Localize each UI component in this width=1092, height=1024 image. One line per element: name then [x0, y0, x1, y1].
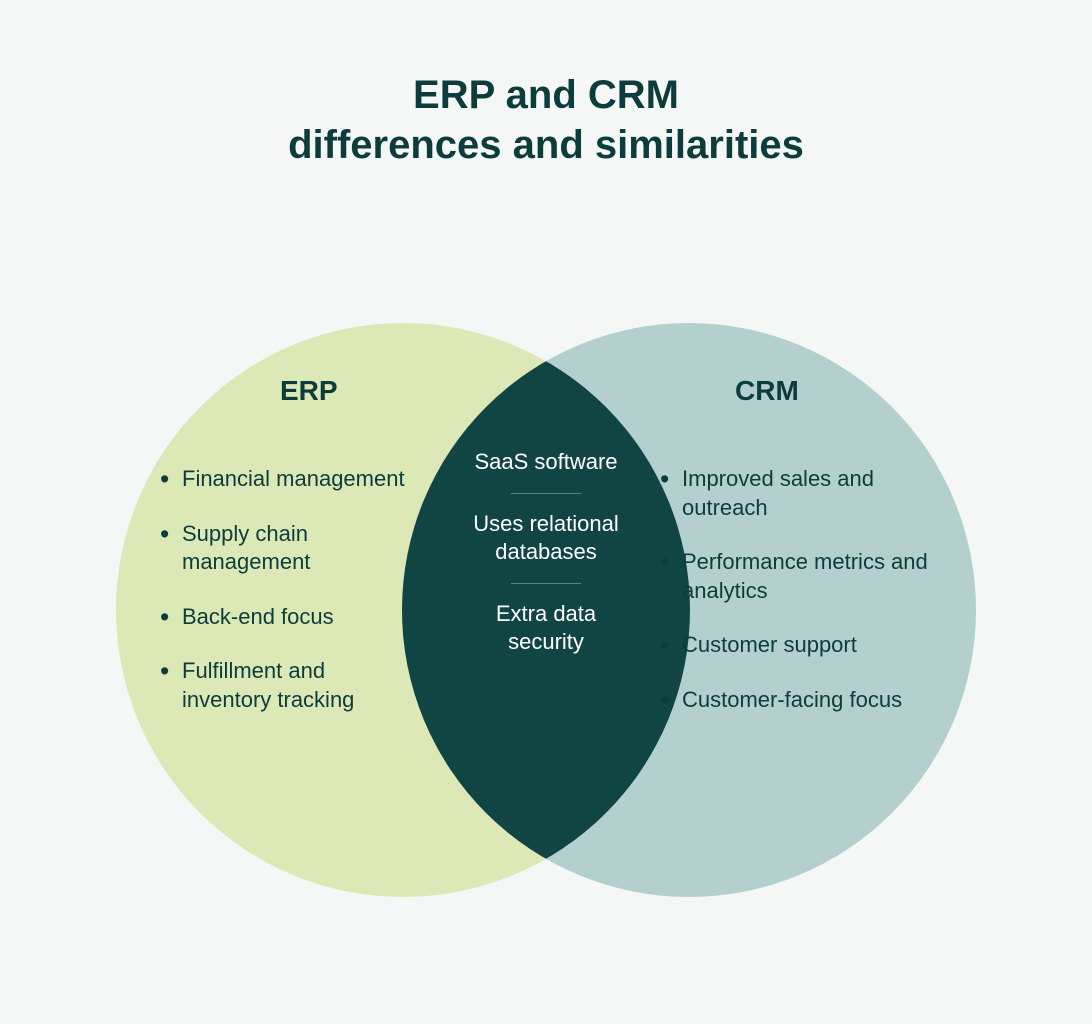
erp-bullet-list: Financial management Supply chain managem… — [160, 465, 410, 741]
erp-bullet-item: Fulfillment and inventory tracking — [160, 657, 410, 714]
title-line-1: ERP and CRM — [413, 73, 679, 117]
crm-bullet-item: Performance metrics and analytics — [660, 548, 950, 605]
overlap-item: Extra data security — [455, 600, 637, 657]
title-line-2: differences and similarities — [288, 123, 804, 167]
erp-label: ERP — [280, 375, 338, 407]
infographic-canvas: ERP and CRM differences and similarities… — [0, 0, 1092, 1024]
erp-bullet-item: Back-end focus — [160, 603, 410, 632]
page-title: ERP and CRM differences and similarities — [0, 70, 1092, 170]
crm-label: CRM — [735, 375, 799, 407]
erp-bullet-item: Supply chain management — [160, 520, 410, 577]
crm-bullet-item: Improved sales and outreach — [660, 465, 950, 522]
overlap-divider — [511, 583, 581, 584]
overlap-item: SaaS software — [474, 448, 617, 477]
overlap-item: Uses relational databases — [455, 510, 637, 567]
erp-bullet-item: Financial management — [160, 465, 410, 494]
crm-bullet-item: Customer-facing focus — [660, 686, 950, 715]
overlap-list: SaaS software Uses relational databases Ex… — [455, 448, 637, 657]
crm-bullet-item: Customer support — [660, 631, 950, 660]
crm-bullet-list: Improved sales and outreach Performance m… — [660, 465, 950, 741]
overlap-divider — [511, 493, 581, 494]
